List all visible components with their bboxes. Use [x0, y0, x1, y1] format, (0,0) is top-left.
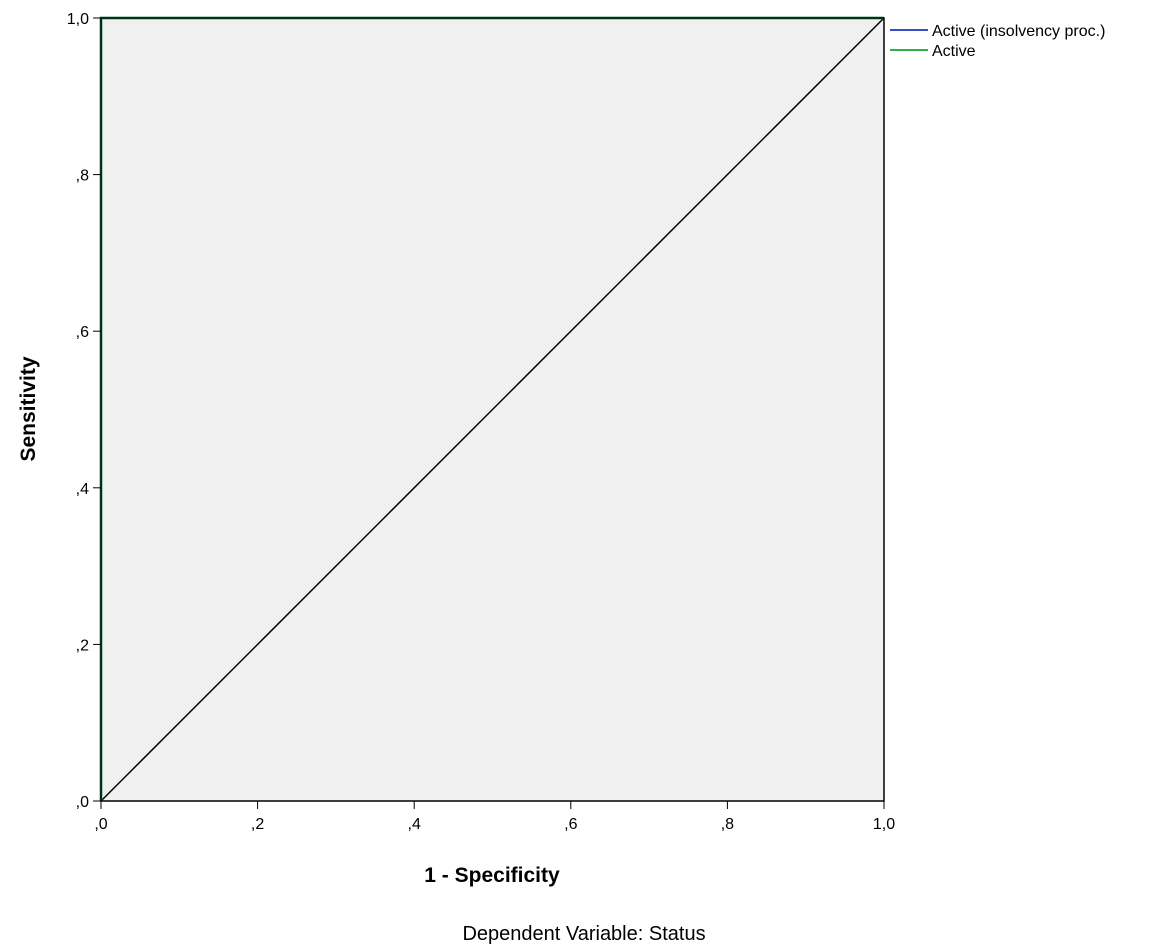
x-tick-label: 1,0 — [873, 816, 895, 833]
x-tick-label: ,8 — [721, 816, 734, 833]
y-axis-ticks: ,0 ,2 ,4 ,6 ,8 1,0 — [67, 11, 101, 811]
y-tick-label: ,8 — [76, 168, 89, 185]
legend-label-2: Active — [932, 43, 976, 60]
y-tick-label: 1,0 — [67, 11, 89, 28]
plot-frame — [100, 17, 885, 802]
y-tick-label: ,6 — [76, 324, 89, 341]
dependent-variable-footnote: Dependent Variable: Status — [462, 923, 705, 945]
y-tick-label: ,2 — [76, 637, 89, 654]
x-tick-label: ,0 — [94, 816, 107, 833]
x-tick-label: ,4 — [408, 816, 421, 833]
y-tick-label: ,0 — [76, 794, 89, 811]
x-axis-ticks: ,0 ,2 ,4 ,6 ,8 1,0 — [94, 801, 895, 833]
legend: Active (insolvency proc.) Active — [890, 23, 1105, 60]
y-axis-title: Sensitivity — [17, 356, 40, 461]
x-axis-title: 1 - Specificity — [424, 864, 560, 887]
reference-layer — [100, 17, 885, 802]
x-tick-label: ,6 — [564, 816, 577, 833]
y-tick-label: ,4 — [76, 481, 89, 498]
reference-diagonal-line — [100, 17, 885, 802]
legend-label-1: Active (insolvency proc.) — [932, 23, 1105, 40]
x-tick-label: ,2 — [251, 816, 264, 833]
